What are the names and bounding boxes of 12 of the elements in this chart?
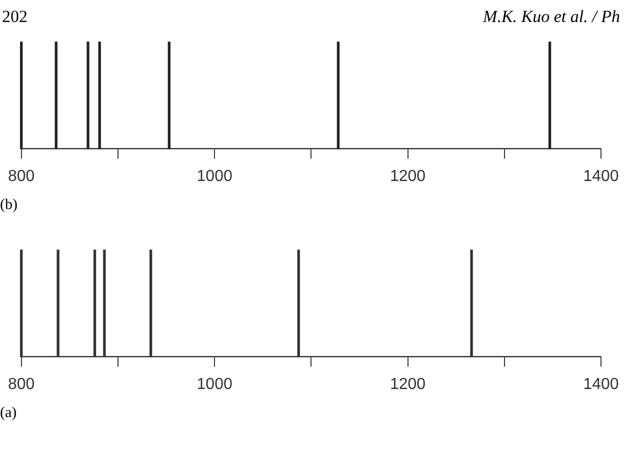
- text: 202: [2, 7, 28, 27]
- text: M.K. Kuo et al. / Ph: [483, 7, 620, 27]
- text: (a): [0, 404, 18, 423]
- text: (b): [0, 196, 18, 215]
- x-tick-label: 1400: [583, 376, 619, 393]
- x-tick-label: 800: [8, 168, 35, 185]
- x-tick-label: 1000: [196, 376, 232, 393]
- x-tick-label: 800: [8, 376, 35, 393]
- x-tick-label: 1200: [390, 168, 426, 185]
- x-tick-label: 1000: [196, 168, 232, 185]
- x-tick-label: 1400: [583, 168, 619, 185]
- x-tick-label: 1200: [390, 376, 426, 393]
